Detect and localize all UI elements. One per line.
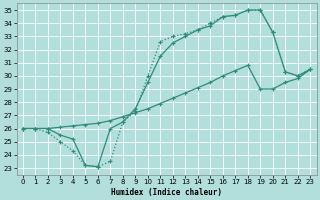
X-axis label: Humidex (Indice chaleur): Humidex (Indice chaleur) [111,188,222,197]
